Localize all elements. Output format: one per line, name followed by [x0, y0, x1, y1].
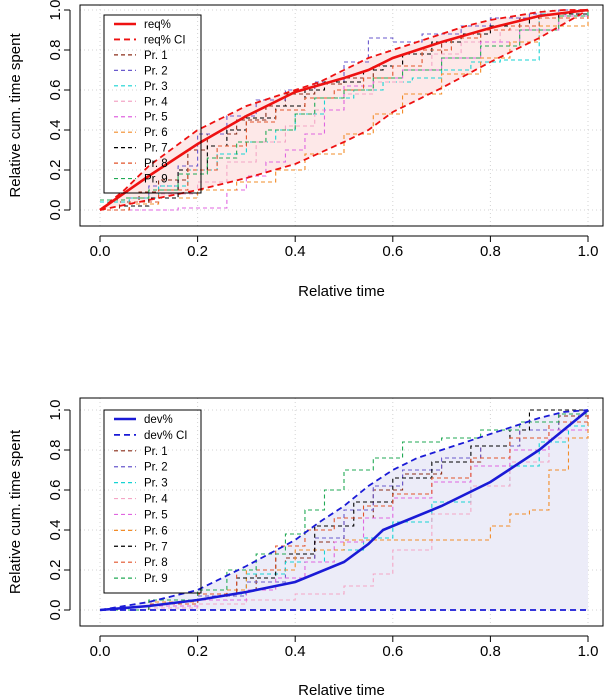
y-tick-label: 0.2 [47, 160, 64, 181]
legend-label: Pr. 7 [144, 143, 168, 155]
x-axis-title: Relative time [298, 283, 385, 300]
legend-label: Pr. 2 [144, 462, 168, 474]
series-line-pr-9 [100, 410, 589, 611]
legend-label: Pr. 4 [144, 96, 168, 108]
y-tick-label: 0.6 [47, 80, 64, 101]
y-tick-label: 0.4 [47, 520, 64, 541]
x-tick-label: 0.0 [90, 643, 111, 660]
y-axis-title: Relative cum. time spent [7, 33, 24, 198]
x-tick-label: 0.2 [187, 243, 208, 260]
y-tick-label: 1.0 [47, 400, 64, 421]
legend-label: Pr. 8 [144, 557, 168, 569]
chart-panel-1: 0.0 0.2 0.4 0.6 0.8 1.0 0.0 0.2 0.4 0.6 0.8 1.0 Rela… [7, 0, 604, 300]
legend-label: req% [144, 19, 171, 31]
ci-upper-line [99, 9, 588, 211]
x-tick-label: 1.0 [578, 243, 599, 260]
legend-box [103, 409, 202, 594]
legend-label: Pr. 9 [144, 573, 168, 585]
y-axis-title: Relative cum. time spent [7, 429, 24, 594]
plot-frame [79, 397, 604, 627]
y-tick-label: 0.0 [47, 600, 64, 621]
legend-label: Pr. 7 [144, 541, 168, 553]
main-line [99, 8, 589, 212]
legend-label: Pr. 4 [144, 494, 168, 506]
y-tick-label: 0.0 [47, 200, 64, 221]
x-tick-label: 0.8 [480, 643, 501, 660]
x-tick-label: 0.6 [382, 243, 403, 260]
legend-label: Pr. 5 [144, 509, 168, 521]
x-tick-label: 0.2 [187, 643, 208, 660]
chart-panel-2: 0.0 0.2 0.4 0.6 0.8 1.0 0.0 0.2 0.4 0.6 0.8 1.0 Rela… [7, 397, 604, 699]
x-tick-label: 1.0 [578, 643, 599, 660]
y-tick-label: 0.2 [47, 560, 64, 581]
x-tick-label: 0.4 [285, 243, 306, 260]
ci-lower-line [99, 9, 589, 211]
y-tick-label: 0.6 [47, 480, 64, 501]
series-line-pr-6 [100, 410, 589, 611]
y-tick-label: 0.4 [47, 120, 64, 141]
legend-label: Pr. 3 [144, 81, 168, 93]
series-line-pr-8 [100, 410, 589, 611]
legend-label: Pr. 8 [144, 158, 168, 170]
legend-label: Pr. 1 [144, 50, 168, 62]
series-line-pr-8 [100, 10, 589, 211]
series-line-pr-5 [100, 10, 589, 211]
legend-label: Pr. 9 [144, 174, 168, 186]
y-tick-label: 0.8 [47, 440, 64, 461]
series-line-pr-7 [100, 10, 589, 211]
legend-label: dev% CI [144, 430, 187, 442]
series-line-pr-2 [100, 410, 589, 611]
series-line-pr-3 [100, 10, 589, 203]
plot-frame [79, 4, 604, 227]
series-line-pr-1 [100, 10, 589, 211]
legend-label: Pr. 1 [144, 446, 168, 458]
legend-label: dev% [144, 414, 173, 426]
x-axis-title: Relative time [298, 682, 385, 699]
series-line-pr-9 [100, 10, 589, 201]
legend-label: Pr. 6 [144, 525, 168, 537]
legend-label: Pr. 2 [144, 65, 168, 77]
y-tick-label: 1.0 [47, 0, 64, 20]
legend-label: Pr. 3 [144, 478, 168, 490]
y-tick-label: 0.8 [47, 40, 64, 61]
legend-label: req% CI [144, 34, 186, 46]
legend-box [103, 14, 202, 194]
legend-label: Pr. 6 [144, 127, 168, 139]
x-tick-label: 0.6 [382, 643, 403, 660]
series-line-pr-5 [100, 410, 589, 611]
main-line [99, 408, 589, 612]
x-tick-label: 0.0 [90, 243, 111, 260]
ci-upper-line [99, 409, 589, 611]
series-line-pr-4 [100, 410, 589, 611]
x-tick-label: 0.8 [480, 243, 501, 260]
x-tick-label: 0.4 [285, 643, 306, 660]
legend-label: Pr. 5 [144, 112, 168, 124]
